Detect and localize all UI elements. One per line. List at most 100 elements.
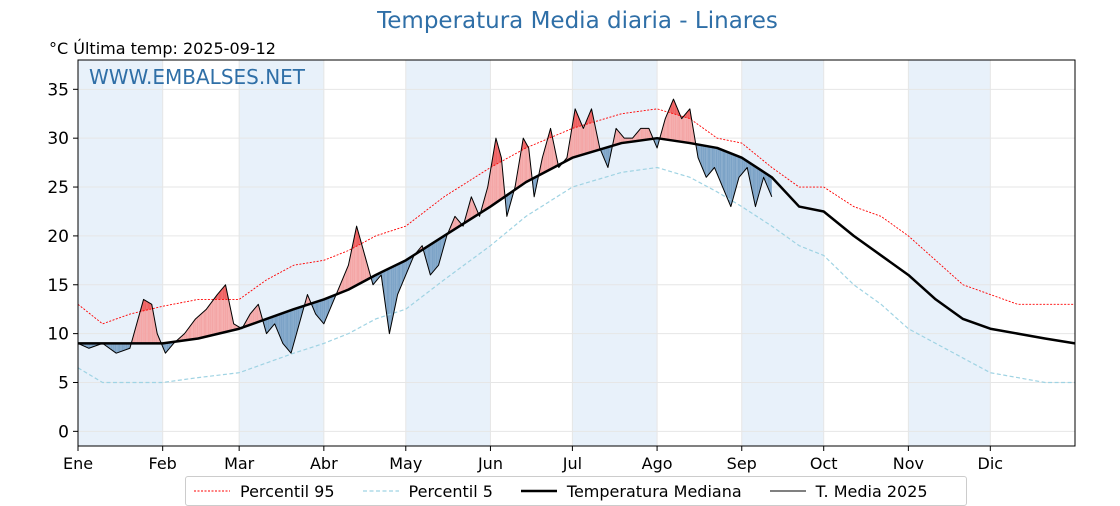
legend-label-year: T. Media 2025 xyxy=(816,482,928,501)
fill-below-median xyxy=(288,311,289,352)
x-tick-label: Jul xyxy=(562,454,582,473)
fill-above-median xyxy=(210,302,211,336)
fill-above-median xyxy=(526,143,527,182)
legend-swatch-p5 xyxy=(363,486,399,496)
fill-below-median xyxy=(740,157,741,175)
fill-above-median xyxy=(193,321,194,339)
fill-above-p95 xyxy=(144,299,145,310)
fill-below-median xyxy=(725,151,726,197)
fill-below-median xyxy=(729,153,730,207)
fill-above-median xyxy=(641,128,642,140)
fill-below-median xyxy=(704,146,705,175)
fill-below-median xyxy=(391,267,392,327)
fill-below-median xyxy=(291,310,292,353)
fill-above-median xyxy=(209,304,210,336)
fill-below-median xyxy=(706,146,707,177)
y-tick-label: 25 xyxy=(47,178,69,198)
x-tick-label: Feb xyxy=(149,454,177,473)
fill-below-median xyxy=(317,301,318,317)
fill-above-median xyxy=(213,298,214,335)
fill-below-median xyxy=(723,150,724,190)
legend-label-median: Temperatura Mediana xyxy=(567,482,742,501)
fill-below-median xyxy=(433,242,434,272)
fill-above-median xyxy=(215,296,216,334)
fill-below-median xyxy=(712,147,713,171)
fill-below-median xyxy=(727,152,728,200)
legend-item-median: Temperatura Mediana xyxy=(521,482,742,501)
y-tick-label: 10 xyxy=(47,325,69,345)
fill-above-median xyxy=(198,315,199,338)
fill-above-median xyxy=(202,312,203,338)
fill-above-median xyxy=(206,307,207,336)
fill-below-median xyxy=(720,149,721,184)
fill-above-median xyxy=(212,300,213,335)
legend-label-p95: Percentil 95 xyxy=(240,482,335,501)
x-tick-label: Sep xyxy=(727,454,757,473)
fill-below-median xyxy=(728,152,729,203)
fill-below-median xyxy=(721,150,722,187)
fill-below-median xyxy=(724,151,725,194)
legend-swatch-median xyxy=(521,486,557,496)
fill-below-median xyxy=(321,300,322,322)
y-tick-label: 15 xyxy=(47,276,69,296)
fill-above-median xyxy=(253,309,254,324)
fill-above-median xyxy=(668,109,669,140)
x-tick-label: Dic xyxy=(978,454,1004,473)
fill-below-median xyxy=(116,343,117,353)
fill-above-p95 xyxy=(145,300,146,310)
y-tick-label: 0 xyxy=(58,422,69,442)
fill-above-median xyxy=(645,128,646,139)
fill-above-median xyxy=(195,318,196,339)
fill-below-median xyxy=(742,158,743,174)
fill-below-median xyxy=(115,343,116,353)
fill-above-median xyxy=(204,310,205,337)
fill-below-median xyxy=(399,263,400,291)
fill-above-median xyxy=(682,117,683,142)
fill-below-median xyxy=(287,311,288,350)
legend-swatch-year xyxy=(770,486,806,496)
fill-below-median xyxy=(710,147,711,173)
fill-above-median xyxy=(585,122,586,154)
fill-below-median xyxy=(266,318,267,333)
fill-above-median xyxy=(581,122,582,155)
fill-below-median xyxy=(437,239,438,266)
x-tick-label: Oct xyxy=(810,454,838,473)
fill-above-p95 xyxy=(224,285,225,300)
legend-label-p5: Percentil 5 xyxy=(409,482,493,501)
month-shading xyxy=(78,60,990,446)
fill-below-median xyxy=(284,312,285,347)
month-shade-sep xyxy=(742,60,824,446)
fill-below-median xyxy=(322,299,323,323)
fill-below-median xyxy=(719,148,720,180)
fill-above-p95 xyxy=(146,301,147,310)
fill-below-median xyxy=(392,266,393,320)
x-tick-label: Abr xyxy=(310,454,338,473)
fill-above-median xyxy=(361,241,362,283)
x-tick-label: Jun xyxy=(477,454,503,473)
fill-below-median xyxy=(290,310,291,353)
y-tick-label: 20 xyxy=(47,227,69,247)
fill-above-median xyxy=(583,125,584,154)
legend-item-year: T. Media 2025 xyxy=(770,482,928,501)
fill-below-median xyxy=(281,313,282,343)
fill-below-median xyxy=(283,313,284,345)
fill-above-median xyxy=(667,112,668,140)
fill-above-median xyxy=(680,115,681,141)
fill-below-median xyxy=(398,264,399,295)
legend-item-p95: Percentil 95 xyxy=(194,482,335,501)
legend: Percentil 95 Percentil 5 Temperatura Med… xyxy=(185,476,967,506)
x-tick-label: May xyxy=(389,454,422,473)
y-tick-label: 5 xyxy=(58,373,69,393)
month-shade-jul xyxy=(572,60,657,446)
fill-below-median xyxy=(430,244,431,275)
fill-below-median xyxy=(705,146,706,178)
fill-below-median xyxy=(432,243,433,273)
x-tick-label: Ene xyxy=(63,454,93,473)
fill-below-median xyxy=(436,240,437,268)
fill-below-median xyxy=(118,343,119,352)
fill-above-median xyxy=(205,309,206,337)
month-shade-ene xyxy=(78,60,163,446)
fill-above-median xyxy=(191,323,192,340)
fill-below-median xyxy=(119,343,120,352)
